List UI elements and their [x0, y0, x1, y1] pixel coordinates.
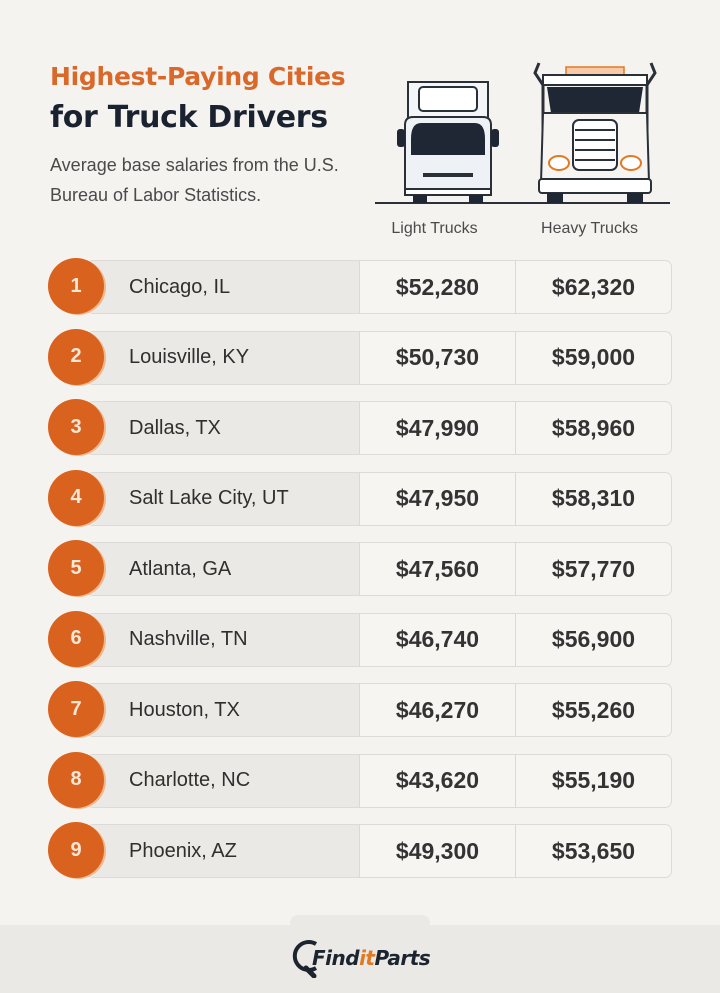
light-truck-salary: $49,300: [395, 837, 480, 864]
logo-text-find: Find: [312, 946, 360, 970]
rank-badge: 3: [48, 399, 104, 455]
column-header-heavy-trucks: Heavy Trucks: [541, 220, 638, 237]
heavy-truck-salary: $55,260: [515, 684, 671, 736]
light-truck-salary: $47,560: [395, 555, 480, 582]
light-truck-salary: $43,620: [395, 767, 480, 793]
footer: [0, 925, 720, 993]
heavy-truck-salary: $57,770: [515, 543, 671, 595]
light-truck-salary: $47,950: [395, 485, 480, 511]
rank-badge: 5: [48, 540, 104, 596]
heavy-truck-salary: $62,320: [515, 261, 671, 313]
rank-badge: 1: [48, 258, 104, 314]
city-cell: Houston, TX: [87, 684, 360, 736]
title-line-1: Highest-Paying Cities: [50, 62, 346, 91]
heavy-truck-salary: $55,190: [515, 754, 671, 807]
logo-text-parts: Parts: [374, 946, 431, 970]
city-cell: Chicago, IL: [87, 261, 360, 313]
light-truck-salary: $46,270: [395, 696, 480, 723]
subtitle: Average base salaries from the U.S. Bure…: [50, 155, 339, 205]
rank-badge: 2: [48, 328, 104, 385]
table-row: 9 Phoenix, AZ $49,300 $53,650: [48, 822, 672, 878]
title-line-2: for Truck Drivers: [50, 100, 328, 135]
table-row: 7 Houston, TX $46,270 $55,260: [48, 681, 672, 737]
table-row: 3 Dallas, TX $47,990 $58,960: [48, 399, 672, 455]
city-cell: Nashville, TN: [87, 613, 360, 666]
light-truck-salary: $46,740: [395, 626, 480, 652]
heavy-truck-icon: [533, 62, 657, 203]
table-row: 8 Charlotte, NC $43,620 $55,190: [48, 751, 672, 808]
city-cell: Louisville, KY: [87, 331, 360, 384]
heavy-truck-salary: $58,960: [515, 402, 671, 454]
light-truck-salary: $50,730: [395, 344, 480, 370]
table-row: 5 Atlanta, GA $47,560 $57,770: [48, 540, 672, 596]
table-row: 4 Salt Lake City, UT $47,950 $58,310: [48, 469, 672, 526]
heavy-truck-salary: $59,000: [515, 331, 671, 384]
magnifier-logo-icon: [292, 940, 318, 978]
trucks-illustration: [375, 62, 670, 204]
city-cell: Salt Lake City, UT: [87, 472, 360, 525]
city-cell: Charlotte, NC: [87, 754, 360, 807]
rank-badge: 9: [48, 822, 104, 878]
column-header-light-trucks: Light Trucks: [391, 220, 478, 237]
table-row: 1 Chicago, IL $52,280 $62,320: [48, 258, 672, 314]
table-row: 2 Louisville, KY $50,730 $59,000: [48, 328, 672, 385]
logo-text-it: it: [359, 946, 375, 970]
heavy-truck-salary: $58,310: [515, 472, 671, 525]
rank-badge: 6: [48, 610, 104, 667]
heavy-truck-salary: $56,900: [515, 613, 671, 666]
rankings-table: 1 Chicago, IL $52,280 $62,320 2 Louisville…: [48, 258, 672, 893]
city-cell: Dallas, TX: [87, 402, 360, 454]
finditparts-logo: FinditParts: [292, 938, 431, 978]
light-truck-salary: $52,280: [395, 273, 480, 300]
light-truck-icon: [397, 81, 499, 203]
rank-badge: 4: [48, 469, 104, 526]
heavy-truck-salary: $53,650: [515, 825, 671, 877]
table-row: 6 Nashville, TN $46,740 $56,900: [48, 610, 672, 667]
rank-badge: 8: [48, 751, 104, 808]
city-cell: Atlanta, GA: [87, 543, 360, 595]
rank-badge: 7: [48, 681, 104, 737]
light-truck-salary: $47,990: [395, 414, 480, 441]
city-cell: Phoenix, AZ: [87, 825, 360, 877]
